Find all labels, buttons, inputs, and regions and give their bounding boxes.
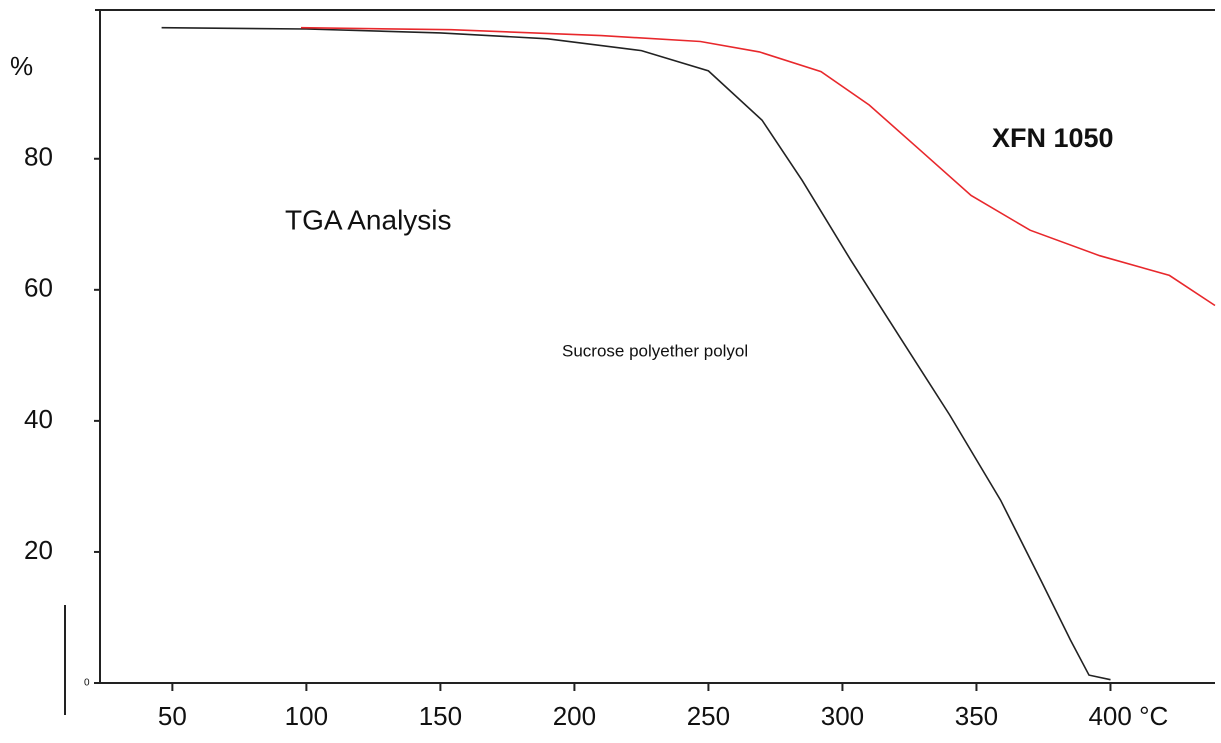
- x-tick-label: 100: [285, 701, 328, 731]
- y-tick-label: 40: [24, 404, 53, 434]
- x-tick-label: 400 °C: [1088, 701, 1168, 731]
- chart-title: TGA Analysis: [285, 204, 452, 235]
- x-tick-label: 200: [553, 701, 596, 731]
- y-tick-label: 80: [24, 142, 53, 172]
- series-line: [161, 26, 1111, 681]
- y-tick-label: 60: [24, 273, 53, 303]
- y-tick-label: 20: [24, 535, 53, 565]
- x-tick-label: 350: [955, 701, 998, 731]
- x-tick-label: 250: [687, 701, 730, 731]
- x-tick-label: 50: [158, 701, 187, 731]
- x-tick-label: 150: [419, 701, 462, 731]
- y-axis-label: %: [10, 51, 33, 81]
- series-label: XFN 1050: [992, 123, 1114, 153]
- series-label: Sucrose polyether polyol: [562, 341, 748, 360]
- series-line: [300, 26, 1216, 307]
- x-tick-label: 300: [821, 701, 864, 731]
- y-tick-label: 0: [84, 678, 90, 689]
